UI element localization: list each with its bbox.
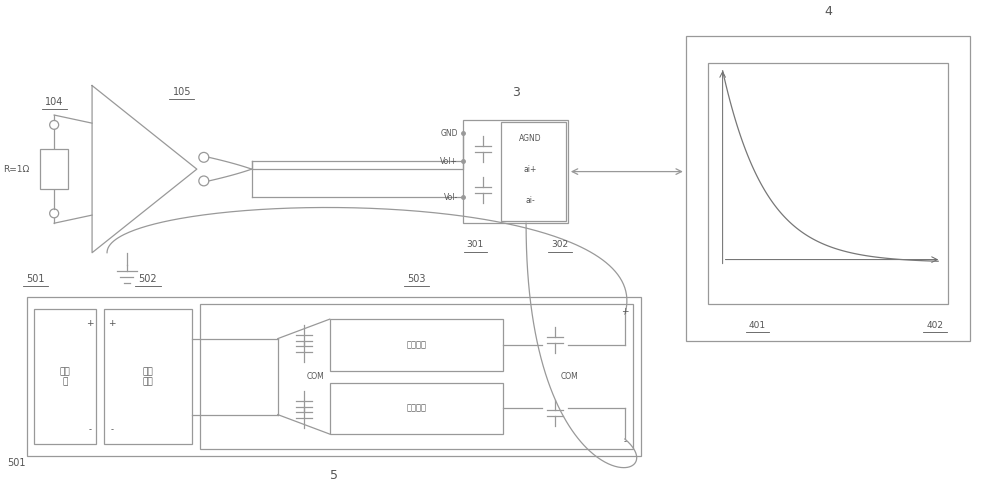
Text: 3: 3: [512, 86, 520, 99]
Text: 502: 502: [139, 274, 157, 284]
Text: Vol+: Vol+: [440, 157, 458, 166]
Text: +: +: [621, 307, 629, 316]
Text: -: -: [111, 425, 114, 434]
Bar: [27, 297, 641, 456]
Text: COM: COM: [561, 372, 579, 381]
Text: 开关
变换: 开关 变换: [143, 367, 153, 386]
Bar: [330, 383, 503, 434]
Text: 402: 402: [927, 321, 944, 330]
Bar: [501, 122, 566, 221]
Text: 301: 301: [467, 241, 484, 249]
Bar: [330, 319, 503, 371]
Text: 线性稳压: 线性稳压: [406, 340, 426, 349]
Text: AGND: AGND: [519, 134, 542, 143]
Text: Vol-: Vol-: [444, 193, 458, 202]
Text: -: -: [89, 425, 92, 434]
Text: 5: 5: [330, 469, 338, 482]
Text: 线性稳压: 线性稳压: [406, 404, 426, 413]
Bar: [686, 36, 970, 341]
Text: 503: 503: [407, 274, 426, 284]
Text: R=1Ω: R=1Ω: [3, 165, 29, 174]
Text: 锂电
池: 锂电 池: [60, 367, 71, 386]
Bar: [40, 149, 68, 189]
Text: +: +: [108, 319, 116, 328]
Bar: [200, 304, 633, 449]
Text: 501: 501: [7, 458, 25, 468]
Bar: [708, 63, 948, 304]
Text: GND: GND: [441, 129, 458, 138]
Text: 302: 302: [551, 241, 569, 249]
Text: -: -: [623, 438, 626, 446]
Text: COM: COM: [307, 372, 325, 381]
Bar: [34, 309, 96, 444]
Text: ai+: ai+: [524, 165, 537, 174]
Text: 501: 501: [26, 274, 44, 284]
Text: 4: 4: [824, 5, 832, 18]
Text: 104: 104: [45, 97, 63, 107]
Text: ai-: ai-: [525, 196, 535, 205]
Bar: [463, 120, 568, 223]
Text: 105: 105: [173, 87, 191, 97]
Bar: [104, 309, 192, 444]
Text: 401: 401: [749, 321, 766, 330]
Text: +: +: [86, 319, 94, 328]
